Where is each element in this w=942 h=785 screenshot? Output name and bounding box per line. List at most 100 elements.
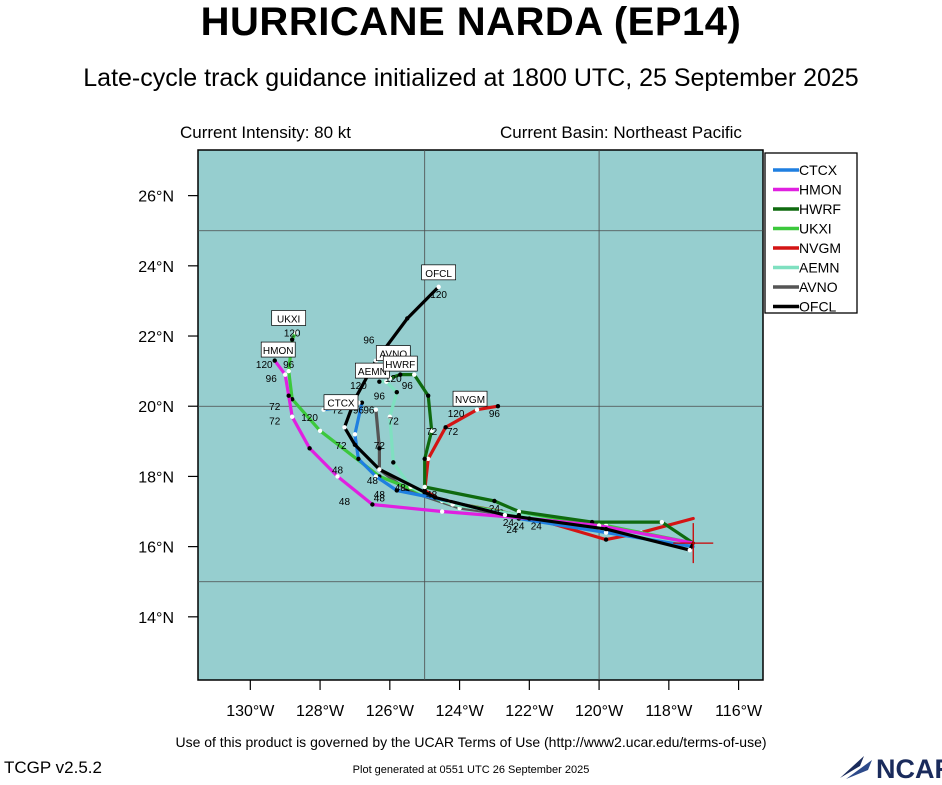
forecast-hour-label: 96 (489, 409, 501, 420)
legend-label-nvgm: NVGM (799, 240, 841, 256)
lat-tick-label: 14°N (138, 610, 174, 627)
model-end-label-box (452, 390, 488, 407)
model-end-label: HWRF (385, 360, 415, 371)
track-point (377, 467, 382, 472)
track-point (356, 456, 361, 462)
forecast-hour-label: 120 (385, 374, 402, 385)
track-point (387, 414, 393, 419)
version-label: TCGP v2.5.2 (4, 758, 102, 777)
track-point (370, 502, 375, 507)
track-point (432, 495, 438, 500)
forecast-hour-label: 48 (339, 497, 351, 508)
track-point (282, 372, 288, 377)
track-point (352, 442, 358, 448)
track-point (589, 519, 595, 525)
forecast-hour-label: 24 (531, 522, 543, 533)
legend: CTCX HMON HWRF UKXI NVGM AEMN AVNO OFCL (764, 152, 858, 315)
track-point (373, 474, 379, 479)
forecast-hour-label: 24 (489, 504, 501, 515)
lon-tick-label: 130°W (226, 703, 275, 720)
forecast-hour-label: 96 (353, 406, 365, 417)
model-end-label: UKXI (277, 314, 300, 325)
forecast-hour-label: 96 (266, 374, 278, 385)
forecast-hour-label: 72 (269, 402, 281, 413)
track-point (492, 498, 497, 504)
legend-label-hmon: HMON (799, 182, 842, 198)
model-end-label-box (382, 355, 418, 372)
track-point (377, 446, 382, 451)
track-point (359, 400, 365, 405)
chart-title: HURRICANE NARDA (EP14) (200, 0, 742, 44)
track-point (412, 372, 417, 377)
forecast-hour-label: 48 (395, 483, 407, 494)
forecast-hour-label: 120 (301, 413, 318, 424)
model-end-label-box (260, 341, 296, 358)
track-point (286, 368, 291, 374)
lat-tick-label: 22°N (138, 329, 174, 346)
forecast-hour-label: 120 (284, 329, 301, 340)
track-point (342, 425, 347, 430)
track-point (422, 456, 427, 462)
lat-tick-label: 24°N (138, 259, 174, 276)
forecast-hour-label: 72 (447, 427, 459, 438)
model-end-label-box (421, 264, 456, 281)
lon-tick-label: 124°W (435, 703, 484, 720)
forecast-hour-label: 48 (374, 493, 386, 504)
track-hwrf (388, 373, 695, 545)
forecast-hour-label: 72 (426, 427, 438, 438)
lon-tick-label: 116°W (715, 703, 763, 720)
track-point (384, 379, 389, 384)
ncar-logo-text: NCAR (876, 754, 942, 780)
forecast-hour-label: 72 (374, 441, 386, 452)
track-point (394, 488, 399, 493)
current-basin: Current Basin: Northeast Pacific (500, 123, 742, 142)
legend-label-hwrf: HWRF (799, 201, 841, 217)
forecast-hour-label: 96 (363, 406, 375, 417)
terms-of-use-notice: Use of this product is governed by the U… (175, 734, 767, 750)
track-point (422, 484, 427, 490)
lon-tick-label: 128°W (296, 703, 345, 720)
track-point (289, 414, 295, 419)
lon-tick-label: 126°W (366, 703, 415, 720)
chart-subtitle: Late-cycle track guidance initialized at… (83, 64, 859, 92)
forecast-hour-label: 72 (388, 416, 400, 427)
track-point (429, 428, 434, 433)
legend-label-aemn: AEMN (799, 260, 839, 276)
lon-tick-label: 120°W (575, 703, 624, 720)
track-point (405, 316, 410, 321)
forecast-hour-label: 96 (283, 360, 295, 371)
forecast-hour-label: 120 (430, 290, 447, 301)
track-point (286, 393, 291, 398)
forecast-hour-label: 72 (335, 441, 347, 452)
ncar-logo: NCAR (838, 750, 942, 784)
forecast-hour-label: 24 (506, 525, 518, 536)
track-point (425, 393, 431, 398)
model-end-label: NVGM (455, 395, 485, 406)
lat-tick-label: 20°N (138, 399, 174, 416)
track-point (394, 389, 399, 395)
forecast-hour-label: 120 (350, 381, 367, 392)
forecast-hour-label: 48 (374, 490, 386, 501)
model-end-label: AVNO (380, 350, 408, 361)
track-point (293, 330, 298, 335)
lat-tick-label: 18°N (138, 469, 174, 486)
track-point (687, 547, 692, 553)
forecast-hour-label: 120 (256, 360, 273, 371)
track-point (377, 379, 382, 384)
axis-ticks: 130°W 128°W 126°W 124°W 122°W 120°W 118°W 116°W… (138, 189, 763, 720)
track-point (603, 526, 609, 532)
track-point (289, 337, 295, 342)
legend-label-ofcl: OFCL (799, 299, 837, 315)
model-end-label: OFCL (425, 269, 452, 280)
track-point (335, 474, 340, 479)
track-point (495, 404, 501, 409)
track-point (391, 460, 396, 465)
map-background (197, 149, 764, 681)
lat-tick-label: 26°N (138, 189, 174, 206)
track-labels: 1201209612096961201201209696729696120727… (256, 264, 543, 536)
model-end-label-box (323, 394, 359, 411)
track-point (425, 456, 431, 462)
lon-tick-label: 122°W (505, 703, 554, 720)
track-point (516, 509, 522, 514)
